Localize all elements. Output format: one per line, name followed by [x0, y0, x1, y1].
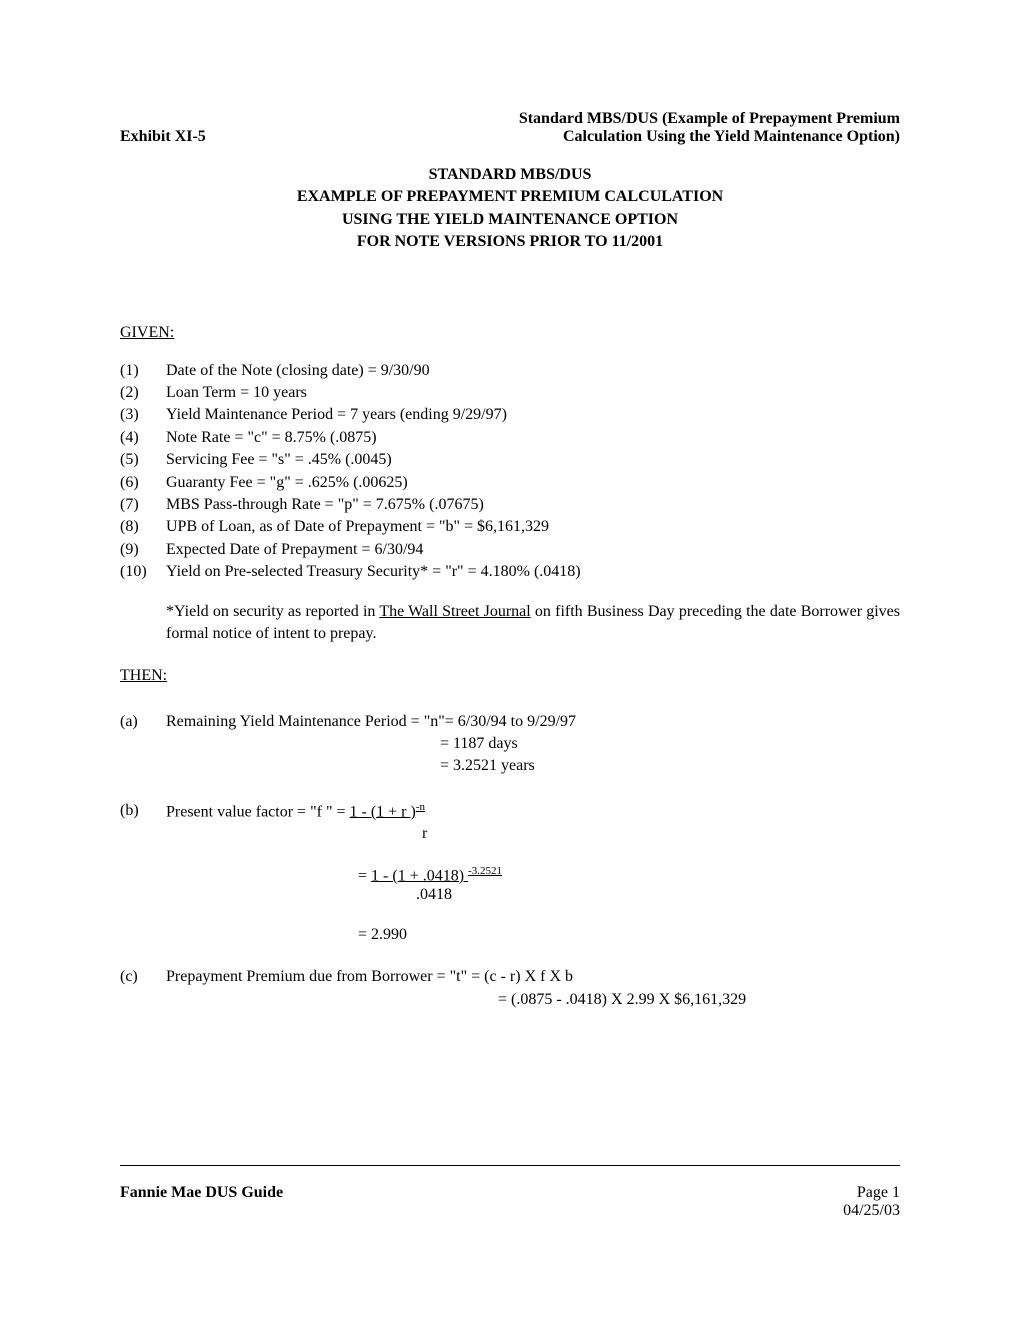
header-right-line2: Calculation Using the Yield Maintenance …	[206, 128, 900, 146]
journal-name: The Wall Street Journal	[379, 603, 530, 620]
list-item: (2)Loan Term = 10 years	[120, 382, 900, 404]
footer-right: Page 1 04/25/03	[843, 1184, 900, 1220]
list-item: (10)Yield on Pre-selected Treasury Secur…	[120, 561, 900, 583]
then-label: THEN:	[120, 667, 900, 685]
list-item: (3)Yield Maintenance Period = 7 years (e…	[120, 404, 900, 426]
then-c-line2: = (.0875 - .0418) X 2.99 X $6,161,329	[498, 989, 900, 1011]
list-item: (9)Expected Date of Prepayment = 6/30/94	[120, 539, 900, 561]
header-right: Standard MBS/DUS (Example of Prepayment …	[206, 110, 900, 146]
list-item: (5)Servicing Fee = "s" = .45% (.0045)	[120, 449, 900, 471]
title-line1: STANDARD MBS/DUS	[120, 164, 900, 186]
footer-divider	[120, 1165, 900, 1166]
then-b-den1: r	[422, 824, 900, 843]
footer-left: Fannie Mae DUS Guide	[120, 1184, 283, 1220]
exhibit-label: Exhibit XI-5	[120, 128, 206, 146]
then-b-den2: .0418	[416, 885, 900, 904]
document-page: Exhibit XI-5 Standard MBS/DUS (Example o…	[0, 0, 1020, 1320]
list-item: (8)UPB of Loan, as of Date of Prepayment…	[120, 516, 900, 538]
then-b-eq2: = 1 - (1 + .0418) -3.2521	[358, 865, 900, 885]
then-item-a: (a) Remaining Yield Maintenance Period =…	[120, 711, 900, 733]
header-right-line1: Standard MBS/DUS (Example of Prepayment …	[206, 110, 900, 128]
then-b-result: = 2.990	[358, 926, 900, 944]
title-line4: FOR NOTE VERSIONS PRIOR TO 11/2001	[120, 231, 900, 253]
then-a-line2: = 1187 days	[440, 733, 900, 755]
title-line3: USING THE YIELD MAINTENANCE OPTION	[120, 209, 900, 231]
given-list: (1)Date of the Note (closing date) = 9/3…	[120, 360, 900, 584]
then-item-c: (c) Prepayment Premium due from Borrower…	[120, 966, 900, 988]
footer: Fannie Mae DUS Guide Page 1 04/25/03	[120, 1184, 900, 1220]
header-block: Exhibit XI-5 Standard MBS/DUS (Example o…	[120, 110, 900, 146]
then-item-b: (b) Present value factor = "f " = 1 - (1…	[120, 800, 900, 824]
list-item: (7)MBS Pass-through Rate = "p" = 7.675% …	[120, 494, 900, 516]
given-label: GIVEN:	[120, 324, 900, 342]
title-line2: EXAMPLE OF PREPAYMENT PREMIUM CALCULATIO…	[120, 186, 900, 208]
list-item: (1)Date of the Note (closing date) = 9/3…	[120, 360, 900, 382]
list-item: (6)Guaranty Fee = "g" = .625% (.00625)	[120, 472, 900, 494]
then-a-line3: = 3.2521 years	[440, 755, 900, 777]
footer-date: 04/25/03	[843, 1202, 900, 1220]
given-footnote: *Yield on security as reported in The Wa…	[166, 601, 900, 644]
list-item: (4)Note Rate = "c" = 8.75% (.0875)	[120, 427, 900, 449]
document-title: STANDARD MBS/DUS EXAMPLE OF PREPAYMENT P…	[120, 164, 900, 254]
footer-page: Page 1	[843, 1184, 900, 1202]
